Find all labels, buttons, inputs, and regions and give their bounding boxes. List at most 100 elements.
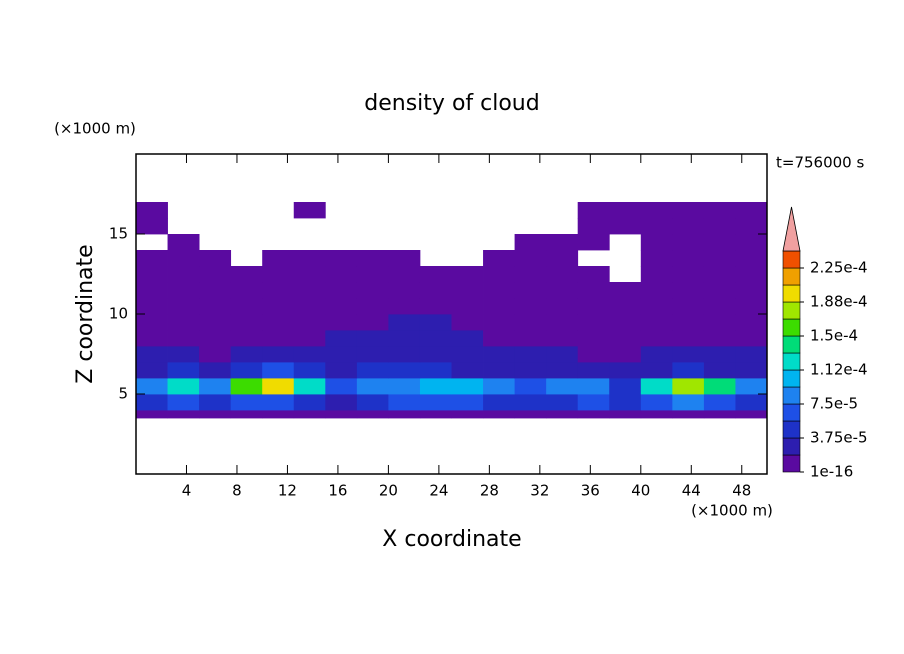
contour-cell bbox=[514, 378, 547, 395]
contour-cell bbox=[735, 362, 768, 379]
y-tick-label: 15 bbox=[109, 225, 128, 243]
colorbar-tick-label: 2.25e-4 bbox=[810, 259, 868, 277]
contour-cell bbox=[451, 298, 484, 315]
x-unit-label: (×1000 m) bbox=[691, 502, 773, 520]
contour-cell bbox=[640, 410, 673, 419]
contour-cell bbox=[419, 282, 452, 299]
contour-cell bbox=[672, 282, 705, 299]
contour-cell bbox=[514, 362, 547, 379]
contour-cell bbox=[199, 282, 232, 299]
colorbar-segment bbox=[782, 250, 801, 269]
contour-cell bbox=[451, 378, 484, 395]
contour-cell bbox=[703, 410, 736, 419]
colorbar-segment bbox=[782, 352, 801, 371]
contour-cell bbox=[546, 282, 579, 299]
contour-cell bbox=[325, 250, 358, 267]
contour-cell bbox=[735, 218, 768, 235]
contour-cell bbox=[546, 250, 579, 267]
contour-cell bbox=[136, 330, 168, 347]
contour-cell bbox=[262, 266, 295, 283]
contour-cell bbox=[199, 330, 232, 347]
contour-cell bbox=[356, 282, 389, 299]
contour-cell bbox=[546, 346, 579, 363]
contour-cell bbox=[262, 250, 295, 267]
y-axis-title: Z coordinate bbox=[73, 244, 98, 383]
contour-cell bbox=[577, 330, 610, 347]
contour-cell bbox=[356, 314, 389, 331]
x-axis-title: X coordinate bbox=[382, 527, 521, 552]
contour-cell bbox=[199, 298, 232, 315]
colorbar-tick-label: 1e-16 bbox=[810, 463, 853, 481]
contour-cell bbox=[167, 346, 200, 363]
contour-cell bbox=[483, 266, 515, 283]
contour-cell bbox=[325, 330, 358, 347]
contour-cell bbox=[136, 394, 168, 411]
contour-cell bbox=[546, 314, 579, 331]
contour-cell bbox=[199, 378, 232, 395]
contour-cell bbox=[262, 410, 295, 419]
contour-cell bbox=[230, 346, 263, 363]
contour-cell bbox=[672, 330, 705, 347]
contour-cell bbox=[293, 330, 326, 347]
contour-cell bbox=[703, 234, 736, 251]
contour-cell bbox=[262, 298, 295, 315]
contour-cell bbox=[230, 394, 263, 411]
contour-cell bbox=[672, 378, 705, 395]
contour-cell bbox=[735, 410, 768, 419]
contour-cell bbox=[230, 378, 263, 395]
contour-cell bbox=[451, 282, 484, 299]
contour-cell bbox=[609, 218, 642, 235]
contour-cell bbox=[483, 330, 515, 347]
contour-cell bbox=[546, 410, 579, 419]
contour-cell bbox=[356, 378, 389, 395]
contour-cell bbox=[325, 346, 358, 363]
colorbar-over bbox=[782, 206, 801, 252]
x-tick-label: 40 bbox=[631, 482, 650, 500]
contour-cell bbox=[735, 330, 768, 347]
contour-cell bbox=[640, 298, 673, 315]
contour-cell bbox=[577, 378, 610, 395]
contour-cell bbox=[325, 378, 358, 395]
x-tick-label: 4 bbox=[182, 482, 192, 500]
contour-cell bbox=[199, 250, 232, 267]
contour-cell bbox=[293, 314, 326, 331]
contour-cell bbox=[356, 362, 389, 379]
contour-cell bbox=[451, 266, 484, 283]
contour-cell bbox=[388, 410, 421, 419]
contour-cell bbox=[577, 218, 610, 235]
contour-cell bbox=[293, 250, 326, 267]
contour-cell bbox=[546, 298, 579, 315]
contour-cell bbox=[577, 410, 610, 419]
contour-cell bbox=[356, 330, 389, 347]
contour-cell bbox=[167, 410, 200, 419]
contour-cell bbox=[546, 378, 579, 395]
colorbar-segment bbox=[782, 369, 801, 388]
contour-cell bbox=[514, 314, 547, 331]
colorbar-segment bbox=[782, 437, 801, 456]
y-tick-label: 5 bbox=[118, 385, 128, 403]
contour-cell bbox=[640, 314, 673, 331]
contour-cell bbox=[577, 234, 610, 251]
contour-cell bbox=[293, 362, 326, 379]
contour-cell bbox=[293, 266, 326, 283]
contour-cell bbox=[703, 202, 736, 219]
contour-cell bbox=[199, 394, 232, 411]
contour-cell bbox=[136, 202, 168, 219]
contour-cell bbox=[577, 314, 610, 331]
contour-cell bbox=[672, 266, 705, 283]
contour-cell bbox=[735, 378, 768, 395]
contour-cell bbox=[167, 314, 200, 331]
contour-cell bbox=[136, 282, 168, 299]
contour-cell bbox=[514, 266, 547, 283]
contour-cell bbox=[136, 314, 168, 331]
contour-cell bbox=[167, 282, 200, 299]
x-tick-label: 16 bbox=[328, 482, 347, 500]
contour-cell bbox=[167, 394, 200, 411]
contour-cell bbox=[609, 362, 642, 379]
contour-cell bbox=[262, 346, 295, 363]
contour-cell bbox=[167, 234, 200, 251]
contour-cell bbox=[136, 250, 168, 267]
contour-cell bbox=[703, 250, 736, 267]
contour-cell bbox=[703, 282, 736, 299]
